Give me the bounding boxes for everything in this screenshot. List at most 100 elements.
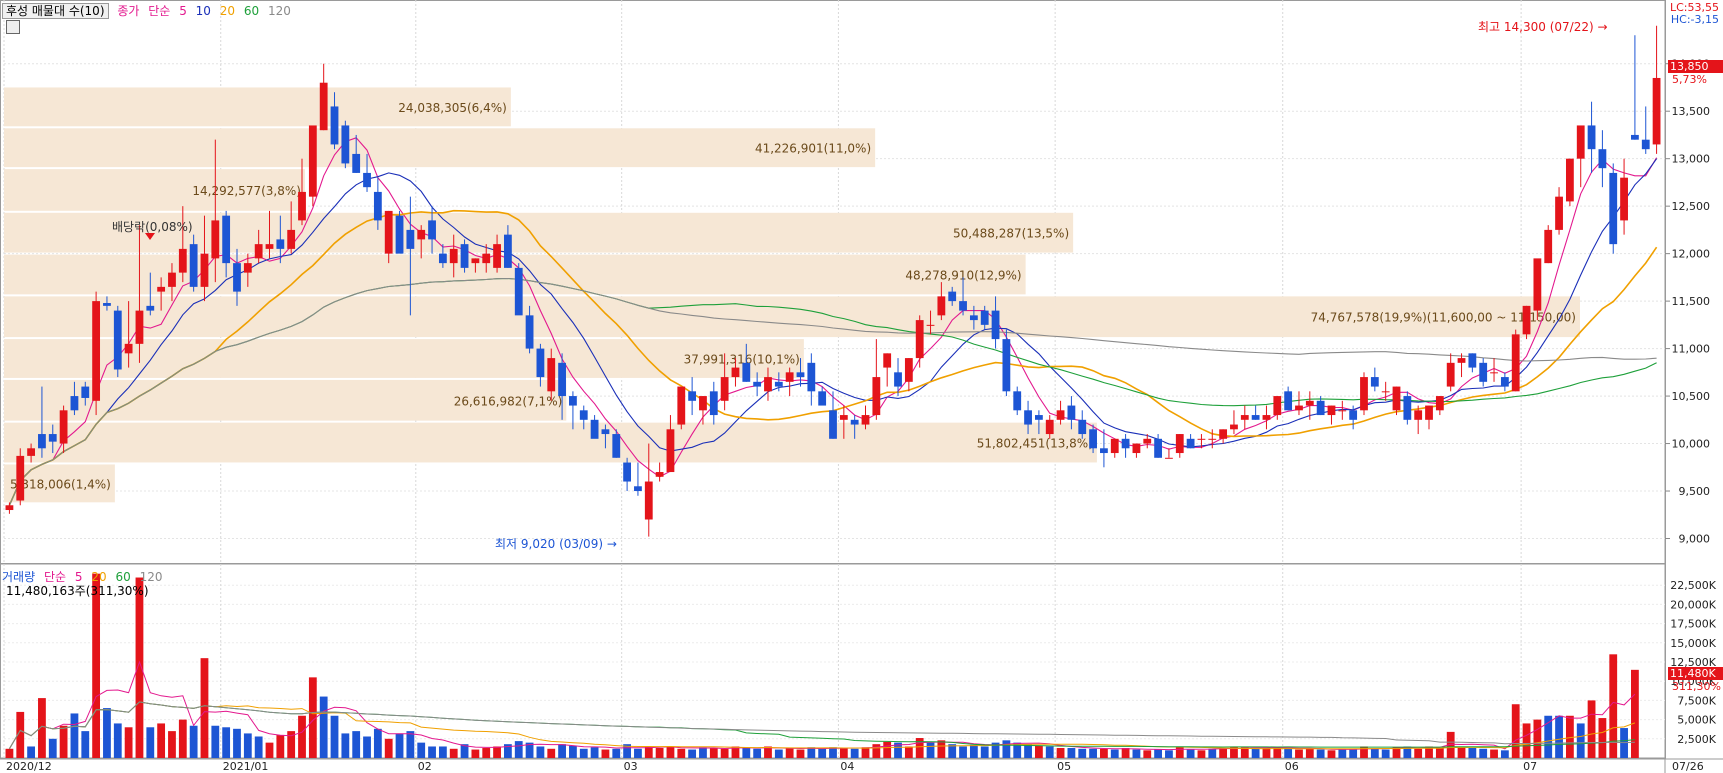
low-annotation: 최저 9,020 (03/09) → [495, 537, 617, 551]
volume-bar [1121, 748, 1130, 758]
candle-body [991, 310, 1000, 340]
volume-bar [926, 742, 935, 758]
candle-body [1576, 125, 1585, 159]
candle-body [59, 410, 68, 444]
candle-body [92, 301, 101, 401]
volume-bar [233, 728, 241, 758]
price-legend: 후성 매물대 수(10) 종가 단순 5 10 20 60 120 [2, 2, 296, 19]
candle-body [504, 234, 512, 268]
volume-bar [265, 742, 274, 758]
candle-body [135, 310, 144, 344]
volume-bar [1392, 747, 1401, 758]
candle-body [850, 419, 859, 425]
candle-body [482, 253, 491, 264]
candle-body [1414, 410, 1423, 420]
candle-body [514, 267, 523, 316]
volume-ma20-line [8, 701, 1636, 750]
candle-body [894, 372, 902, 387]
volume-bar [70, 713, 79, 758]
candle-body [1316, 400, 1325, 416]
candle-body [904, 358, 913, 382]
volume-bar [482, 748, 491, 758]
volume-bar [168, 731, 176, 758]
volume-bar [395, 733, 404, 758]
volume-bars [5, 573, 1639, 758]
volume-bar [1435, 748, 1444, 758]
candle-body [1620, 177, 1628, 221]
volume-bar [569, 745, 577, 758]
price-tick-label: 10,000 [1672, 438, 1711, 451]
candle-body [612, 434, 621, 458]
candles [5, 25, 1661, 537]
price-tick-label: 10,500 [1672, 390, 1711, 403]
volume-bar [103, 708, 111, 758]
volume-profile-bar [4, 296, 1580, 338]
candle-body [1100, 448, 1108, 454]
volume-bar [5, 748, 14, 758]
volume-bar [363, 736, 371, 758]
volume-bar [915, 738, 924, 758]
volume-bar [1273, 747, 1282, 758]
volume-bar [1479, 748, 1488, 758]
candle-body [1219, 429, 1228, 439]
candle-body [428, 220, 436, 240]
volume-legend: 거래량 단순 5 20 60 120 [2, 568, 167, 585]
candle-body [1381, 391, 1390, 393]
volume-bar [677, 748, 686, 758]
candle-body [742, 362, 751, 382]
candle-body [1056, 410, 1065, 420]
price-tick-label: 11,500 [1672, 295, 1711, 308]
candle-body [189, 244, 198, 287]
volume-bar [807, 747, 816, 758]
volume-bar [1381, 749, 1390, 758]
candle-body [1013, 391, 1022, 411]
candle-body [1208, 438, 1217, 440]
ma120-label: 120 [267, 4, 291, 18]
current-volume-pct: 311,30% [1672, 680, 1721, 693]
candle-body [103, 303, 111, 306]
volume-bar [1240, 747, 1249, 758]
volume-bar [1034, 745, 1043, 758]
candle-body [471, 258, 480, 264]
axis-labels: 9,000 9,500 10,000 10,500 11,000 11,500 12,000… [6, 58, 1717, 773]
volume-bar [178, 719, 187, 758]
volume-bar [525, 742, 534, 758]
price-tick-label: 9,500 [1679, 485, 1711, 498]
candle-body [959, 301, 967, 311]
volume-bar [720, 748, 729, 758]
volume-bar [904, 746, 913, 758]
candle-body [265, 244, 274, 249]
volume-bar [623, 744, 632, 758]
indicator-box[interactable]: 후성 매물대 수(10) [2, 3, 109, 19]
volume-bar [1219, 748, 1228, 758]
volume-bar [1403, 746, 1412, 758]
volume-bar [590, 747, 599, 758]
volume-bar [373, 728, 382, 758]
volume-bar [1370, 748, 1379, 758]
volume-bar [774, 749, 783, 758]
candle-body [634, 486, 642, 492]
candle-body [1295, 405, 1303, 411]
candle-body [829, 410, 837, 439]
candle-body [1468, 353, 1477, 368]
candle-body [1067, 405, 1076, 420]
volume-tick-label: 15,000K [1670, 637, 1716, 650]
volume-bar [471, 749, 480, 758]
candle-body [883, 353, 892, 368]
candle-body [1500, 377, 1509, 387]
volume-profile: 5,318,006(1,4%) 51,802,451(13,8%) 26,616,9… [4, 87, 1580, 503]
volume-bar [1143, 750, 1152, 758]
candle-body [373, 191, 382, 221]
candle-body [1251, 415, 1260, 420]
volume-profile-label: 74,767,578(19,9%)(11,600,00 ~ 11,150,00) [1311, 311, 1576, 325]
candle-body [644, 481, 653, 520]
candle-body [601, 429, 610, 435]
price-tick-label: 13,000 [1672, 153, 1711, 166]
candle-body [1457, 358, 1466, 363]
volume-bar [547, 748, 556, 758]
settings-button[interactable] [6, 20, 20, 34]
volume-profile-bar [4, 212, 1074, 253]
x-tick-label: 06 [1285, 760, 1299, 773]
candle-body [27, 448, 35, 456]
